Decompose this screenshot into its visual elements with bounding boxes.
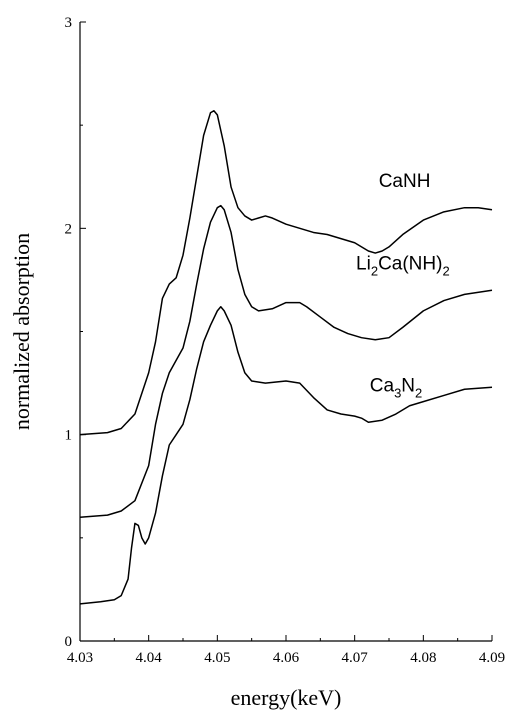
x-tick-label: 4.09 [479, 650, 505, 666]
axes: 4.03 4.04 4.05 4.06 4.07 4.08 4.09 0 1 2 3 [65, 15, 506, 666]
x-tick-label: 4.05 [204, 650, 230, 666]
x-axis-title: energy(keV) [231, 685, 342, 710]
series-labels: CaNH Li2Ca(NH)2 Ca3N2 [356, 171, 450, 400]
series-lines [79, 109, 493, 605]
x-tick-label: 4.08 [410, 650, 436, 666]
x-tick-label: 4.04 [136, 650, 163, 666]
y-tick-label: 2 [65, 221, 73, 237]
x-tick-label: 4.07 [342, 650, 369, 666]
y-tick-label: 1 [65, 428, 73, 444]
x-tick-label: 4.03 [67, 650, 93, 666]
series-label-ca3n2: Ca3N2 [370, 375, 423, 400]
x-tick-label: 4.06 [273, 650, 300, 666]
y-tick-label: 3 [65, 15, 73, 31]
series-line-ca3n2 [79, 305, 493, 605]
series-line-li2ca-nh-2 [79, 204, 493, 518]
y-axis-title: normalized absorption [9, 233, 34, 430]
series-line-canh [79, 109, 493, 436]
series-label-li2ca-nh-2: Li2Ca(NH)2 [356, 254, 450, 279]
y-tick-label: 0 [65, 634, 73, 650]
series-label-canh: CaNH [379, 171, 431, 192]
